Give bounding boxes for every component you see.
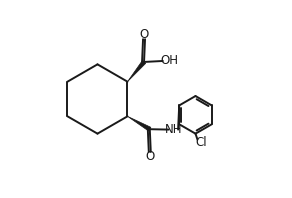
Text: Cl: Cl [195,136,207,149]
Text: O: O [145,150,155,163]
Polygon shape [128,61,146,82]
Text: OH: OH [160,54,178,67]
Polygon shape [128,116,151,131]
Text: NH: NH [165,123,182,136]
Text: O: O [140,28,149,41]
